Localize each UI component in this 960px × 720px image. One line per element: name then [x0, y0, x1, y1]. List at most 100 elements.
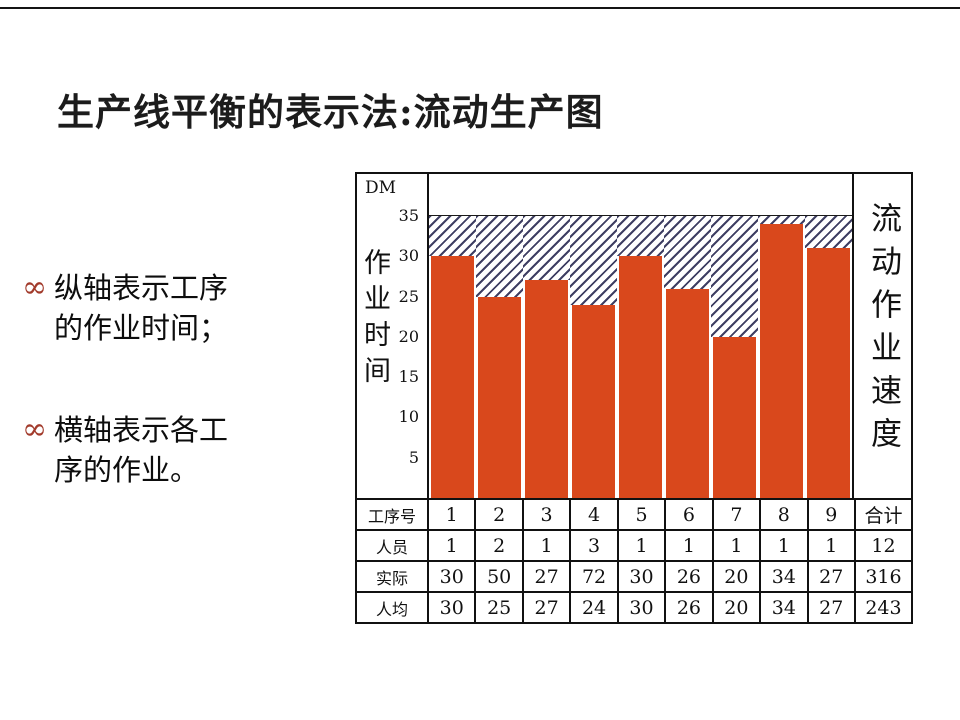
table-cell: 34	[759, 593, 806, 622]
table-cell: 27	[521, 593, 569, 622]
unit-label: DM	[365, 178, 397, 198]
row-label: 人员	[375, 537, 408, 557]
table-total-cell: 12	[853, 531, 911, 560]
table-cell: 50	[474, 562, 521, 591]
hatch-headroom	[805, 216, 852, 249]
table-cell: 1	[806, 531, 854, 560]
bar	[760, 224, 803, 498]
table-cell: 9	[806, 500, 854, 529]
hatch-headroom	[476, 216, 523, 297]
y-tick-label: 30	[398, 246, 419, 266]
table-cell: 30	[616, 593, 664, 622]
right-axis-column: 流动作业速度	[854, 174, 911, 498]
table-cell: 30	[427, 562, 474, 591]
table-cell: 3	[521, 500, 569, 529]
bar-column	[476, 174, 523, 498]
bar-column	[569, 174, 617, 498]
left-axis-label: 作业时间	[359, 248, 390, 392]
y-tick-label: 10	[398, 407, 419, 427]
right-axis-label: 流动作业速度	[865, 202, 901, 460]
row-label: 实际	[375, 568, 408, 588]
table-cell: 1	[427, 500, 474, 529]
bar-column	[429, 174, 476, 498]
bar-column	[664, 174, 711, 498]
table-total-cell: 316	[853, 562, 911, 591]
table-cell: 30	[616, 562, 664, 591]
plot-area	[427, 174, 854, 498]
table-cell: 1	[616, 531, 664, 560]
table-cell: 27	[521, 562, 569, 591]
table-cell: 25	[474, 593, 521, 622]
bar-column	[805, 174, 852, 498]
table-cell: 27	[806, 593, 854, 622]
y-axis-column: DM 作业时间 35 30 25 20 15 10 5	[357, 174, 427, 498]
y-tick-label: 15	[398, 367, 419, 387]
bar-column	[758, 174, 805, 498]
table-cell: 1	[711, 531, 759, 560]
hatch-headroom	[569, 216, 617, 305]
table-row: 实际 30 50 27 72 30 26 20 34 27 316	[357, 560, 911, 591]
chart-region: DM 作业时间 35 30 25 20 15 10 5 流动作业速度	[357, 174, 911, 498]
flow-production-chart: DM 作业时间 35 30 25 20 15 10 5 流动作业速度 工序号 1 2 3 4 5 6 7 8…	[355, 172, 913, 624]
table-cell: 1	[664, 531, 711, 560]
table-cell: 7	[711, 500, 759, 529]
table-cell: 4	[569, 500, 616, 529]
bar-column	[523, 174, 570, 498]
y-tick-label: 35	[398, 206, 419, 225]
table-total-cell: 合计	[853, 500, 911, 529]
table-cell: 5	[616, 500, 664, 529]
table-cell: 6	[664, 500, 711, 529]
row-label: 工序号	[367, 506, 416, 526]
bar-column	[710, 174, 758, 498]
table-cell: 2	[474, 531, 521, 560]
bar	[619, 256, 662, 498]
bar	[807, 248, 850, 498]
bar	[431, 256, 474, 498]
table-cell: 34	[759, 562, 806, 591]
table-cell: 1	[759, 531, 806, 560]
table-cell: 20	[711, 562, 759, 591]
table-row: 人均 30 25 27 24 30 26 20 34 27 243	[357, 591, 911, 622]
table-cell: 26	[664, 593, 711, 622]
bar	[478, 296, 521, 498]
data-table: 工序号 1 2 3 4 5 6 7 8 9 合计 人员 1 2 1 3 1 1 1 1 1 12 实际 30 50 27 72 30 2…	[357, 498, 911, 622]
hatch-headroom	[523, 216, 570, 281]
bullet-icon: ∞	[22, 412, 47, 447]
hatch-headroom	[617, 216, 664, 257]
row-label: 人均	[375, 599, 408, 619]
table-cell: 30	[427, 593, 474, 622]
hatch-headroom	[664, 216, 711, 289]
y-tick-label: 20	[398, 326, 419, 346]
bar-column	[617, 174, 664, 498]
y-tick-label: 25	[398, 286, 419, 306]
bullet-item-vertical-axis: ∞ 纵轴表示工序的作业时间；	[22, 268, 352, 348]
table-cell: 2	[474, 500, 521, 529]
table-row: 人员 1 2 1 3 1 1 1 1 1 12	[357, 529, 911, 560]
table-cell: 8	[759, 500, 806, 529]
bullet-list: ∞ 纵轴表示工序的作业时间； ∞ 横轴表示各工序的作业。	[22, 268, 352, 552]
table-cell: 27	[806, 562, 854, 591]
table-cell: 1	[427, 531, 474, 560]
bullet-text: 横轴表示各工序的作业。	[54, 413, 229, 487]
bullet-item-horizontal-axis: ∞ 横轴表示各工序的作业。	[22, 410, 352, 490]
hatch-headroom	[429, 216, 476, 257]
table-total-cell: 243	[853, 593, 911, 622]
hatch-headroom	[710, 216, 758, 337]
bar	[666, 288, 709, 498]
table-cell: 3	[569, 531, 616, 560]
bar	[712, 336, 756, 498]
bullet-icon: ∞	[22, 270, 47, 305]
top-divider-rule	[0, 7, 960, 9]
table-cell: 24	[569, 593, 616, 622]
y-tick-label: 5	[408, 447, 419, 467]
table-row: 工序号 1 2 3 4 5 6 7 8 9 合计	[357, 498, 911, 529]
table-cell: 1	[521, 531, 569, 560]
page-title: 生产线平衡的表示法:流动生产图	[57, 90, 604, 134]
table-cell: 20	[711, 593, 759, 622]
bar	[571, 304, 615, 498]
bullet-text: 纵轴表示工序的作业时间；	[54, 271, 229, 345]
bar	[525, 280, 568, 498]
hatch-headroom	[758, 216, 805, 225]
table-cell: 72	[569, 562, 616, 591]
